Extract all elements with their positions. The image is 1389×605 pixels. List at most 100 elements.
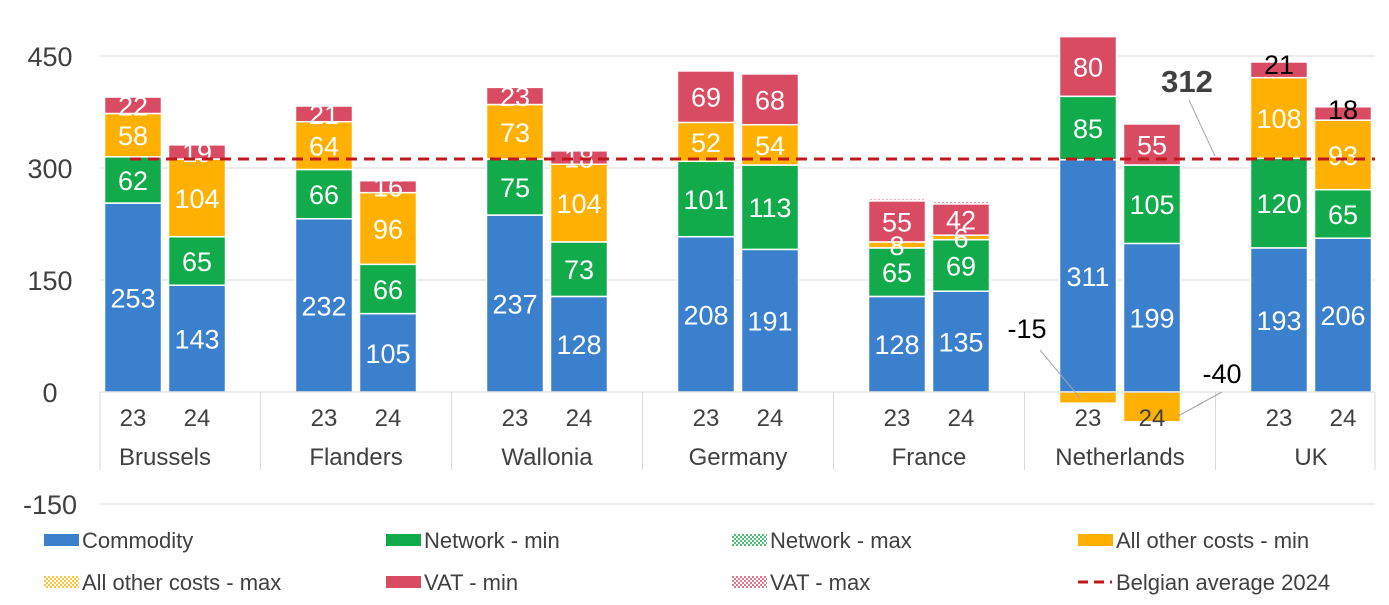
y-tick-label: 300 [27,154,72,184]
data-label: 128 [874,330,919,360]
bar-all-other-costs-min [1058,391,1118,404]
data-label: 80 [1073,52,1103,82]
x-axis: 23 24 Brussels 23 24 Flanders 23 24 Wallonia 23 24… [99,391,1376,471]
x-tick-label: 24 [757,405,784,432]
x-group-label: Germany [689,444,788,471]
callout-label: -40 [1202,359,1241,389]
bar-vat-max [867,197,927,202]
x-tick-label: 23 [502,405,529,432]
bar-vat-min [1122,123,1182,166]
data-label: 55 [1137,130,1167,160]
legend-swatch-all-other-costs-min [1078,534,1113,546]
legend-swatch-network-min [386,534,421,546]
bar-commodity [549,295,609,393]
data-label: 21 [309,100,339,130]
x-tick-label: 24 [566,405,593,432]
x-tick-label: 24 [1139,405,1166,432]
x-group-label: Wallonia [501,444,593,471]
x-group-label: Brussels [119,444,211,471]
data-label: 42 [946,206,976,236]
bar-network-min [867,247,927,298]
y-tick-label: 450 [27,42,72,72]
data-label: 120 [1256,189,1301,219]
bar-vat-min [867,200,927,243]
legend-label: All other costs - max [82,570,281,595]
x-tick-label: 24 [375,405,402,432]
bar-all-other-costs-min [1249,76,1309,160]
bars [103,35,1373,423]
bar-all-other-costs-min [549,163,609,243]
bar-commodity [931,290,991,393]
data-label: 104 [174,184,219,214]
bar-network-min [549,241,609,298]
data-label: 85 [1073,114,1103,144]
x-tick-label: 23 [311,405,338,432]
bar-vat-min [358,179,418,194]
legend-label: Belgian average 2024 [1116,570,1330,595]
legend-label: Commodity [82,528,193,553]
data-label: 65 [882,258,912,288]
data-label: 96 [373,214,403,244]
legend-label: Network - min [424,528,560,553]
data-label: 105 [1129,190,1174,220]
bar-network-min [676,160,736,238]
data-label: 105 [365,339,410,369]
bar-commodity [740,248,800,393]
data-label: 208 [683,300,728,330]
y-axis: -150 0 150 300 450 [23,42,77,520]
bar-vat-min [676,70,736,124]
data-label: 143 [174,325,219,355]
bar-commodity [103,202,163,393]
data-label: 64 [309,132,339,162]
data-label: 206 [1320,301,1365,331]
bar-vat-min [103,96,163,115]
bar-network-min [485,158,545,216]
bar-all-other-costs-min [294,120,354,171]
bar-network-min [294,168,354,220]
bar-vat-max [931,200,991,205]
bar-commodity [1122,242,1182,393]
x-tick-label: 23 [1075,405,1102,432]
bar-vat-min [1313,106,1373,121]
data-label: 23 [500,82,530,112]
y-tick-label: 150 [27,266,72,296]
x-tick-label: 24 [1330,405,1357,432]
data-label: 52 [691,128,721,158]
data-labels: 2536258221436510419232666421105669616237… [110,50,1365,369]
bar-all-other-costs-min [1313,119,1373,191]
data-label: 73 [500,118,530,148]
legend-swatch-vat-max [732,576,767,588]
data-label: 73 [564,255,594,285]
data-label: 191 [747,307,792,337]
legend-label: VAT - max [770,570,870,595]
data-label: 108 [1256,104,1301,134]
legend-label: All other costs - min [1116,528,1309,553]
data-label: 16 [373,173,403,203]
callouts: -15 -40 [1007,314,1242,417]
data-label: 18 [1328,95,1358,125]
bar-commodity [1313,237,1373,393]
bar-commodity [1249,247,1309,393]
legend: Commodity Network - min Network - max All o… [44,528,1330,595]
data-label: 128 [556,330,601,360]
data-label: 8 [889,231,904,261]
reference-line: 312 [130,64,1375,161]
bar-network-min [1249,157,1309,249]
x-tick-label: 24 [948,405,975,432]
data-label: 237 [492,290,537,320]
x-tick-label: 23 [120,405,147,432]
legend-label: VAT - min [424,570,518,595]
data-label: 69 [691,83,721,113]
data-label: 54 [755,131,785,161]
x-tick-label: 24 [184,405,211,432]
reference-value-label: 312 [1161,64,1213,99]
data-label: 232 [301,291,346,321]
bar-vat-min [931,203,991,236]
bar-all-other-costs-min [1122,391,1182,423]
data-label: 66 [373,275,403,305]
legend-swatch-commodity [44,534,79,546]
bar-commodity [1058,159,1118,393]
data-label: 104 [556,189,601,219]
bar-vat-min [740,73,800,126]
